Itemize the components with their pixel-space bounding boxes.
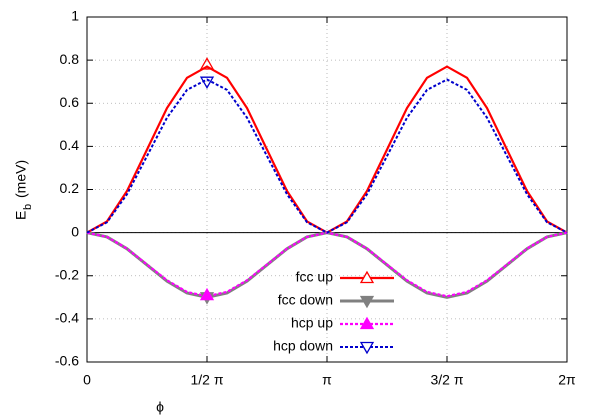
legend-marker <box>359 270 375 284</box>
y-tick-label: 0.8 <box>60 51 80 67</box>
legend-label: fcc up <box>296 269 334 285</box>
legend-marker <box>359 316 375 330</box>
marker <box>199 57 215 70</box>
series-line <box>86 231 568 299</box>
marker <box>199 76 215 89</box>
x-axis-label: ϕ <box>156 399 164 415</box>
plot-frame <box>86 16 568 363</box>
y-tick-label: -0.4 <box>55 310 79 326</box>
y-tick-label: -0.6 <box>55 353 79 369</box>
y-axis-label: E b (meV) <box>13 160 34 220</box>
y-tick-label: 1 <box>71 8 79 24</box>
legend-marker <box>359 295 375 309</box>
series-line <box>86 231 568 298</box>
legend-label: fcc down <box>278 292 333 308</box>
y-label-sub: b <box>22 204 34 210</box>
y-tick-label: 0.2 <box>60 180 80 196</box>
y-tick-label: 0 <box>71 223 79 239</box>
x-tick-label: 1/2 π <box>190 372 223 388</box>
y-label-main: E <box>13 211 29 220</box>
x-tick-label: π <box>322 372 332 388</box>
x-tick-label: 2π <box>558 372 576 388</box>
y-tick-label: -0.2 <box>55 266 79 282</box>
legend-marker <box>359 341 375 355</box>
x-tick-label: 3/2 π <box>430 372 463 388</box>
y-tick-label: 0.4 <box>60 137 80 153</box>
x-tick-label: 0 <box>83 372 91 388</box>
y-tick-label: 0.6 <box>60 94 80 110</box>
legend-label: hcp down <box>273 338 333 354</box>
series-line <box>86 78 568 234</box>
marker <box>199 287 215 301</box>
y-label-unit: (meV) <box>13 160 29 198</box>
legend-label: hcp up <box>291 315 333 331</box>
